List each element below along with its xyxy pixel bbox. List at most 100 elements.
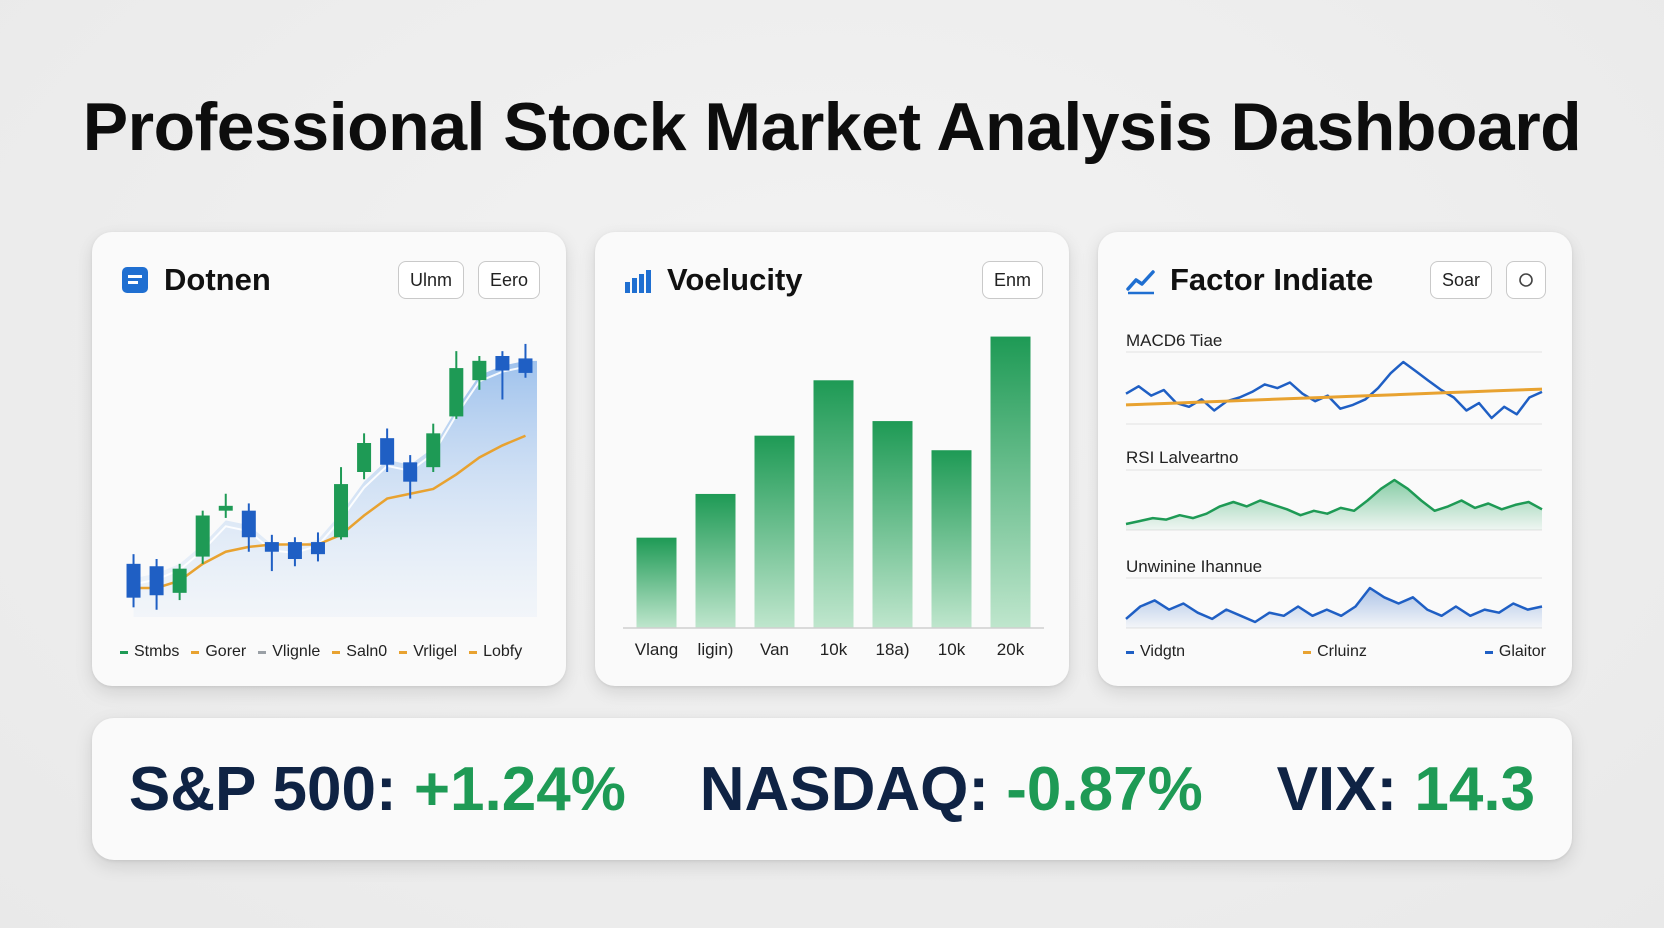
factor-panel-label: Unwinine Ihannue bbox=[1126, 557, 1262, 576]
candle-body bbox=[449, 368, 464, 417]
volume-tick-label: ligin) bbox=[698, 640, 734, 659]
ticker-vix-label: VIX: bbox=[1276, 754, 1398, 824]
price-legend: Stmbs Gorer Vlignle Saln0 Vrligel Lobfy bbox=[120, 640, 540, 664]
legend-swatch bbox=[258, 650, 267, 654]
candle-body bbox=[380, 438, 395, 465]
moving-average-line bbox=[133, 434, 526, 590]
factor-series-line bbox=[1125, 387, 1543, 407]
candle-body bbox=[264, 542, 279, 552]
legend-swatch bbox=[1126, 650, 1134, 654]
legend-label: Gorer bbox=[205, 643, 247, 660]
volume-option-button[interactable]: Enm bbox=[981, 261, 1043, 299]
volume-tick-label: 20k bbox=[997, 640, 1025, 659]
volume-card-title: Voelucity bbox=[667, 262, 803, 297]
price-legend-item: Vrligel bbox=[399, 643, 457, 661]
candle-body bbox=[172, 568, 187, 593]
volume-bar bbox=[636, 537, 677, 628]
price-legend-item: Vlignle bbox=[258, 643, 320, 661]
volume-card: Voelucity Enm Vlang ligin) Van 10k 18a) 10k 20… bbox=[595, 232, 1069, 686]
volume-bar bbox=[695, 493, 736, 628]
price-area bbox=[133, 360, 537, 617]
market-ticker: S&P 500: +1.24% NASDAQ: -0.87% VIX: 14.3 bbox=[92, 718, 1572, 860]
legend-label: Saln0 bbox=[346, 643, 388, 660]
candle-body bbox=[472, 360, 487, 381]
price-legend-item: Saln0 bbox=[332, 643, 387, 661]
price-card-title: Dotnen bbox=[164, 262, 271, 297]
page-title: Professional Stock Market Analysis Dashb… bbox=[82, 89, 1582, 165]
legend-swatch bbox=[1303, 650, 1312, 654]
factor-legend-item: Vidgtn bbox=[1126, 643, 1185, 661]
price-option-button-2[interactable]: Eero bbox=[477, 261, 540, 299]
legend-swatch bbox=[399, 650, 408, 654]
factor-legend: Vidgtn Crluinz Glaitor bbox=[1126, 640, 1546, 664]
candle-body bbox=[126, 563, 141, 598]
ticker-nasdaq: NASDAQ: -0.87% bbox=[700, 754, 1203, 825]
volume-tick-label: Vlang bbox=[635, 640, 678, 659]
candle-body bbox=[310, 542, 325, 555]
factor-card-title: Factor Indiate bbox=[1170, 262, 1374, 297]
legend-label: Glaitor bbox=[1498, 643, 1546, 660]
circle-icon-button[interactable] bbox=[1506, 261, 1546, 299]
legend-swatch bbox=[469, 650, 478, 654]
legend-swatch bbox=[120, 650, 128, 654]
candle-body bbox=[495, 356, 510, 371]
volume-bar bbox=[990, 336, 1031, 628]
factor-legend-item: Glaitor bbox=[1484, 643, 1546, 661]
factor-card: Factor Indiate Soar MACD6 Tiae RSI Lalvea… bbox=[1098, 232, 1572, 686]
document-icon bbox=[120, 265, 150, 295]
volume-bar bbox=[931, 450, 972, 628]
factor-legend-item: Crluinz bbox=[1303, 643, 1367, 661]
candle-body bbox=[218, 505, 233, 511]
legend-label: Vlignle bbox=[272, 643, 321, 660]
legend-label: Crluinz bbox=[1317, 643, 1367, 660]
price-card: Dotnen Ulnm Eero Stmbs Gorer Vlignle Saln0 V… bbox=[92, 232, 566, 686]
price-legend-item: Stmbs bbox=[120, 643, 179, 661]
ticker-vix: VIX: 14.3 bbox=[1277, 754, 1536, 825]
legend-label: Vidgtn bbox=[1140, 643, 1186, 660]
circle-icon bbox=[1519, 273, 1533, 287]
volume-tick-label: 10k bbox=[938, 640, 966, 659]
legend-swatch bbox=[332, 650, 341, 654]
candle-body bbox=[241, 510, 256, 538]
legend-label: Lobfy bbox=[483, 643, 523, 660]
candle-body bbox=[334, 484, 349, 538]
legend-label: Vrligel bbox=[413, 643, 458, 660]
ticker-nasdaq-label: NASDAQ: bbox=[699, 754, 990, 824]
factor-option-button[interactable]: Soar bbox=[1429, 261, 1492, 299]
candle-body bbox=[518, 358, 533, 373]
trend-line-icon bbox=[1126, 265, 1156, 295]
volume-bar bbox=[872, 421, 913, 628]
price-chart bbox=[126, 343, 537, 617]
legend-swatch bbox=[1484, 650, 1493, 654]
price-legend-item: Gorer bbox=[191, 643, 246, 661]
legend-swatch bbox=[191, 650, 200, 654]
bar-chart-icon bbox=[623, 265, 653, 295]
factor-chart: MACD6 Tiae RSI Lalveartno Unwinine Ihannue bbox=[1125, 331, 1543, 629]
candle-body bbox=[403, 462, 418, 482]
factor-area bbox=[1126, 480, 1542, 530]
volume-card-header: Voelucity Enm bbox=[623, 260, 1043, 300]
volume-chart: Vlang ligin) Van 10k 18a) 10k 20k bbox=[623, 336, 1044, 659]
factor-series-line bbox=[1125, 478, 1543, 526]
volume-tick-label: Van bbox=[760, 640, 789, 659]
candle-body bbox=[357, 443, 372, 472]
factor-area bbox=[1126, 588, 1542, 628]
legend-label: Stmbs bbox=[134, 643, 180, 660]
volume-bar bbox=[813, 380, 854, 628]
ticker-nasdaq-value: -0.87% bbox=[1006, 754, 1203, 824]
candle-body bbox=[426, 433, 441, 468]
candle-body bbox=[149, 566, 164, 596]
candle-body bbox=[287, 542, 302, 559]
factor-card-header: Factor Indiate Soar bbox=[1126, 260, 1546, 300]
ticker-sp500-label: S&P 500: bbox=[128, 754, 397, 824]
ticker-vix-value: 14.3 bbox=[1414, 754, 1536, 824]
factor-panel-label: MACD6 Tiae bbox=[1126, 331, 1222, 350]
factor-panel-label: RSI Lalveartno bbox=[1126, 448, 1238, 467]
price-card-header: Dotnen Ulnm Eero bbox=[120, 260, 540, 300]
ticker-sp500-value: +1.24% bbox=[413, 754, 626, 824]
volume-bar bbox=[754, 435, 795, 628]
volume-tick-label: 18a) bbox=[875, 640, 909, 659]
factor-series-line bbox=[1125, 586, 1543, 624]
price-option-button-1[interactable]: Ulnm bbox=[397, 261, 464, 299]
